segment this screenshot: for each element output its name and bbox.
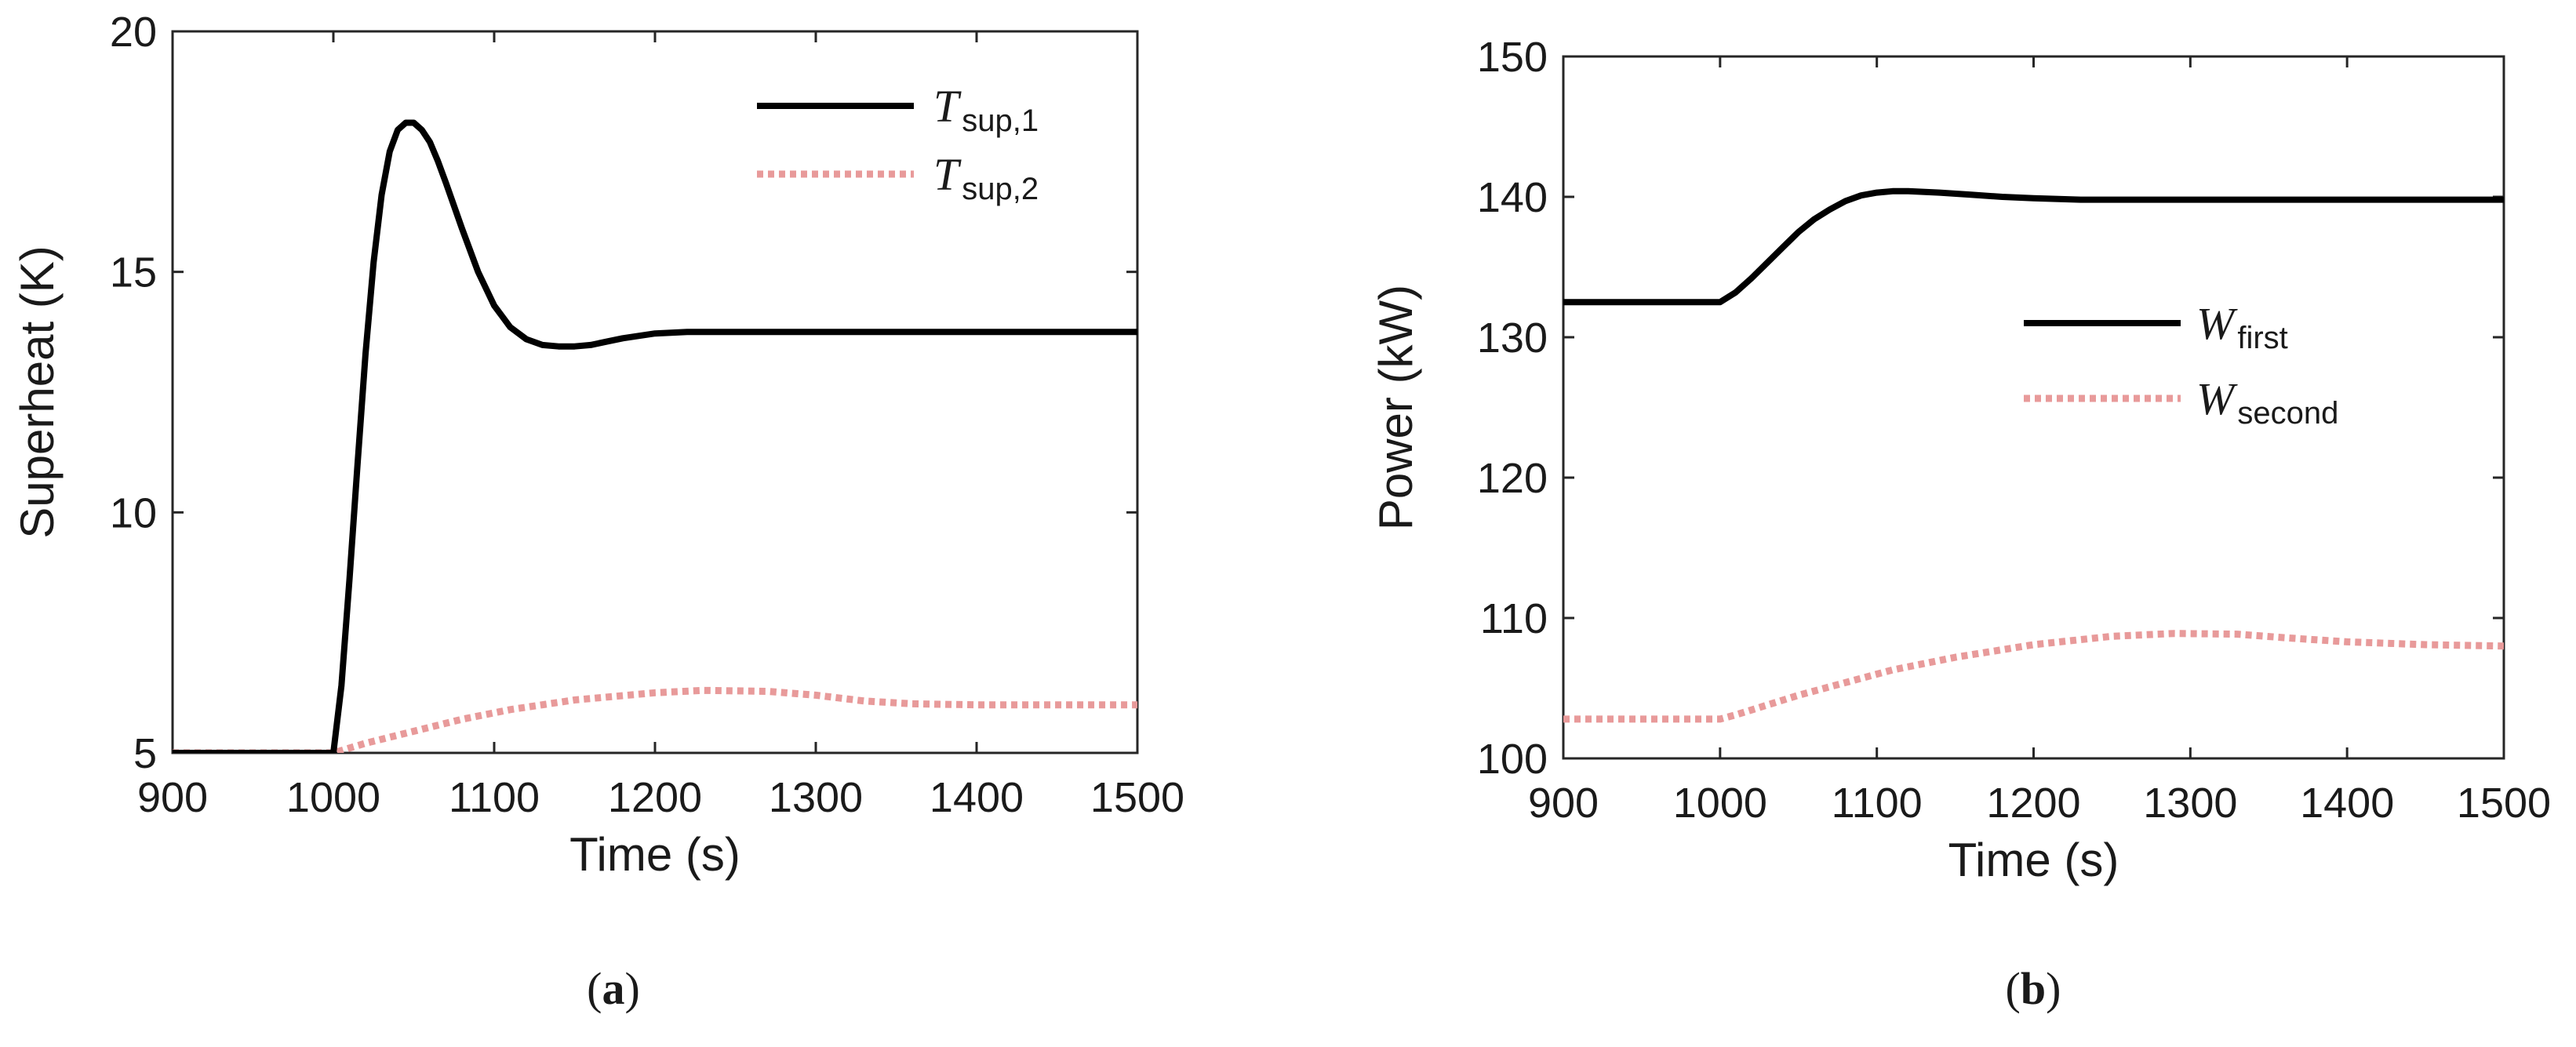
- legend-subscript: sup,1: [962, 104, 1039, 138]
- series-line-w-first: [1563, 187, 2504, 306]
- chart-panel-b: 900 1000 1100 1200 1300 1400 1500 100 110 120 130 1…: [1370, 34, 2551, 1014]
- x-tick-label: 1300: [769, 774, 863, 821]
- x-tick-label: 1000: [1673, 780, 1767, 827]
- y-tick-label: 130: [1477, 314, 1548, 362]
- legend-symbol: W: [2196, 373, 2238, 424]
- y-tick-label: 140: [1477, 174, 1548, 221]
- y-tick-label: 20: [110, 9, 157, 56]
- legend-subscript: sup,2: [962, 172, 1039, 206]
- x-tick-label: 1400: [930, 774, 1024, 821]
- panel-label-open: (: [587, 963, 602, 1014]
- panel-label-open: (: [2006, 963, 2021, 1014]
- x-tick-label: 1000: [286, 774, 380, 821]
- panel-label-close: ): [2046, 963, 2061, 1014]
- y-tick-label: 100: [1477, 736, 1548, 783]
- legend-subscript: first: [2237, 321, 2287, 355]
- panel-label-close: ): [625, 963, 640, 1014]
- plot-frame: [171, 30, 1139, 754]
- legend-symbol: T: [933, 81, 962, 132]
- panel-label: (b): [2006, 963, 2061, 1014]
- legend-symbol: W: [2196, 298, 2238, 349]
- y-tick-label: 10: [110, 489, 157, 536]
- x-axis-label: Time (s): [569, 828, 740, 881]
- panel-label: (a): [587, 963, 640, 1014]
- x-tick-label: 1500: [1090, 774, 1184, 821]
- x-tick-label: 1500: [2457, 780, 2551, 827]
- legend-symbol: T: [933, 149, 962, 200]
- plot-frame: [1562, 55, 2505, 760]
- x-tick-label: 1200: [608, 774, 702, 821]
- y-tick-label: 110: [1480, 595, 1548, 642]
- y-axis-label: Superheat (K): [11, 245, 64, 539]
- y-tick-label: 120: [1477, 455, 1548, 502]
- x-tick-label: 1100: [1832, 780, 1923, 827]
- x-axis-label: Time (s): [1948, 834, 2119, 886]
- series-line-w-second: [1563, 630, 2504, 723]
- x-tick-label: 1100: [449, 774, 540, 821]
- y-tick-label: 150: [1477, 34, 1548, 81]
- y-tick-label: 5: [133, 730, 157, 777]
- panel-label-letter: a: [602, 963, 625, 1014]
- legend-subscript: second: [2237, 396, 2338, 431]
- y-tick-label: 15: [110, 249, 157, 296]
- x-tick-label: 900: [137, 774, 208, 821]
- chart-panel-a: 900 1000 1100 1200 1300 1400 1500 5 10 15 20 Time (…: [11, 9, 1184, 1014]
- x-tick-label: 1200: [1986, 780, 2080, 827]
- panel-label-letter: b: [2021, 963, 2046, 1014]
- x-tick-label: 900: [1528, 780, 1599, 827]
- x-tick-label: 1400: [2300, 780, 2394, 827]
- x-tick-label: 1300: [2143, 780, 2237, 827]
- series-line-t-sup1: [173, 119, 1137, 753]
- y-axis-label: Power (kW): [1370, 285, 1422, 530]
